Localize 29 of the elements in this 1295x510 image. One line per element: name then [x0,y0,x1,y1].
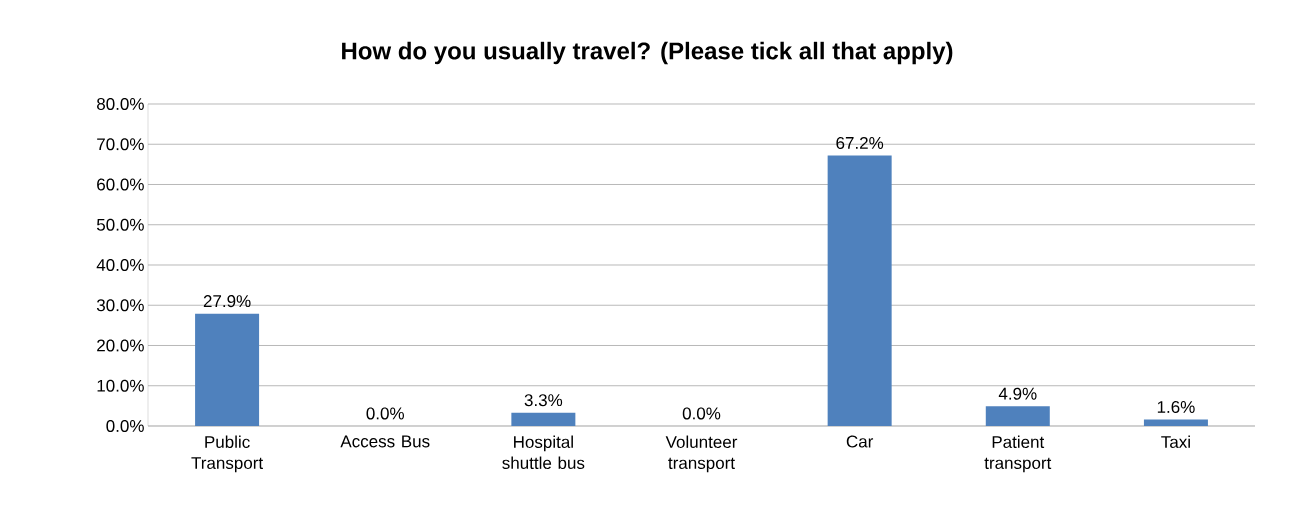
y-tick-label: 10.0% [97,379,144,392]
y-tick-label: 20.0% [97,339,144,352]
y-tick-label: 40.0% [96,258,144,272]
x-tick-label: Taxi [1161,435,1190,449]
bar [195,313,260,426]
bar [1143,419,1208,426]
y-tick-label: 50.0% [96,218,144,231]
x-tick-label: Hospital shuttle bus [502,435,585,470]
x-tick-label: Access Bus [340,435,430,448]
x-tick-label: Public Transport [191,435,264,473]
bar [985,406,1050,426]
data-label: 3.3% [524,394,563,407]
y-tick-label: 0.0% [106,419,144,433]
x-tick-label: Car [846,435,874,448]
bar [827,155,892,426]
x-tick-label: Volunteer transport [665,435,738,473]
bar [511,412,576,426]
data-label: 0.0% [682,407,721,420]
chart-title: How do you usually travel? (Please tick all that apply) [342,41,953,65]
data-label: 0.0% [366,407,404,420]
x-tick-label: Patient transport [984,435,1052,473]
data-label: 1.6% [1157,400,1195,414]
y-tick-label: 60.0% [97,178,144,191]
data-label: 4.9% [998,387,1037,400]
data-label: 67.2% [836,136,884,149]
y-tick-label: 30.0% [96,299,144,312]
data-label: 27.9% [203,295,251,308]
y-tick-label: 80.0% [97,97,144,111]
y-tick-label: 70.0% [97,138,144,151]
